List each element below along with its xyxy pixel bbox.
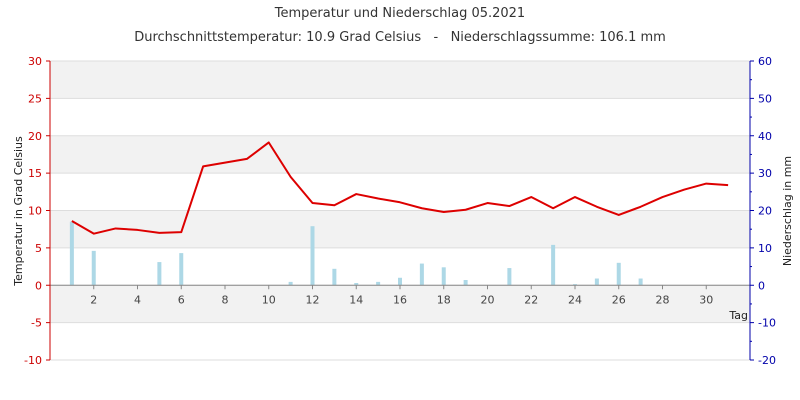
y-axis-label-left: Temperatur in Grad Celsius <box>12 136 25 287</box>
y-axis-label-right: Niederschlag in mm <box>781 156 794 266</box>
y-tick-label-left: 30 <box>28 55 42 68</box>
y-tick-label-left: -5 <box>31 317 42 330</box>
precipitation-bar <box>616 262 621 286</box>
precipitation-bar <box>507 268 512 286</box>
grid-band <box>50 210 750 248</box>
precipitation-bar <box>91 250 96 286</box>
precipitation-bar <box>157 262 162 286</box>
x-tick-label: 20 <box>481 293 495 306</box>
x-tick-label: 6 <box>178 293 185 306</box>
precipitation-bar <box>354 283 359 286</box>
precipitation-bar <box>288 281 293 286</box>
x-tick-label: 18 <box>437 293 451 306</box>
y-tick-label-right: 30 <box>758 167 772 180</box>
precipitation-bar <box>441 267 446 286</box>
y-tick-label-right: 60 <box>758 55 772 68</box>
x-tick-label: 28 <box>656 293 670 306</box>
y-tick-label-left: -10 <box>24 354 42 367</box>
grid-band <box>50 285 750 323</box>
temperature-line <box>71 141 729 235</box>
y-tick-label-left: 25 <box>28 92 42 105</box>
x-tick-label: 24 <box>568 293 582 306</box>
precipitation-bar <box>463 280 468 286</box>
y-tick-label-right: 0 <box>758 279 765 292</box>
y-tick-label-right: 40 <box>758 130 772 143</box>
precipitation-bar <box>398 277 402 286</box>
grid-band <box>50 61 750 99</box>
precipitation-bar <box>551 244 556 286</box>
y-tick-label-right: 20 <box>758 205 772 218</box>
y-tick-label-left: 0 <box>35 279 42 292</box>
x-tick-label: 2 <box>90 293 97 306</box>
precipitation-bar <box>594 278 599 286</box>
x-tick-label: 16 <box>393 293 407 306</box>
y-tick-label-right: -10 <box>758 317 776 330</box>
x-tick-label: 14 <box>349 293 363 306</box>
precipitation-bar <box>69 221 74 286</box>
y-tick-label-left: 15 <box>28 167 42 180</box>
x-tick-label: 12 <box>306 293 320 306</box>
x-tick-label: 4 <box>134 293 141 306</box>
x-tick-label: 30 <box>699 293 713 306</box>
grid-band <box>50 135 750 174</box>
precipitation-bar <box>310 226 315 286</box>
x-tick-label: 10 <box>262 293 276 306</box>
y-tick-label-right: -20 <box>758 354 776 367</box>
precipitation-bar <box>376 281 381 286</box>
precipitation-bar <box>638 278 643 286</box>
x-axis-label: Tag <box>728 309 748 322</box>
precipitation-bar <box>179 253 184 286</box>
precipitation-bar <box>419 263 424 286</box>
x-tick-label: 22 <box>524 293 538 306</box>
y-tick-label-right: 50 <box>758 92 772 105</box>
y-tick-label-left: 20 <box>28 130 42 143</box>
y-tick-label-right: 10 <box>758 242 772 255</box>
y-tick-label-left: 10 <box>28 205 42 218</box>
y-tick-label-left: 5 <box>35 242 42 255</box>
chart-title: Temperatur und Niederschlag 05.2021 <box>274 6 525 21</box>
x-tick-label: 8 <box>222 293 229 306</box>
x-tick-label: 26 <box>612 293 626 306</box>
precipitation-bar <box>573 284 577 286</box>
chart-subtitle: Durchschnittstemperatur: 10.9 Grad Celsi… <box>134 30 666 45</box>
precipitation-bar <box>332 268 337 286</box>
